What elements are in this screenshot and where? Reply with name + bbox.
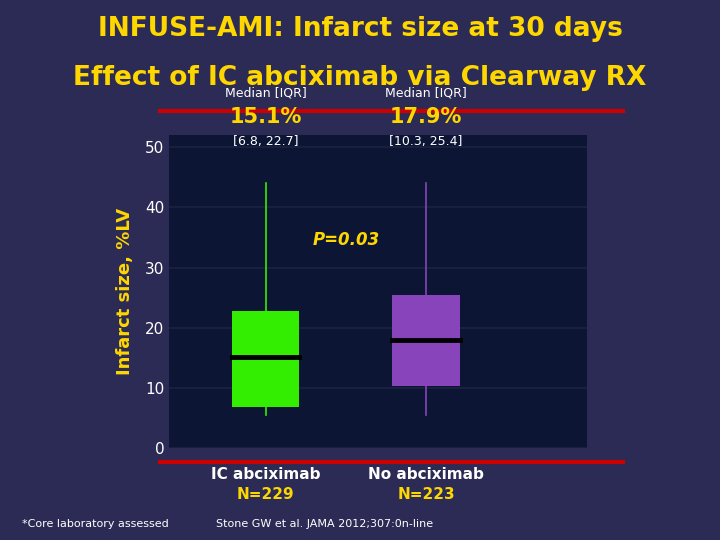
Text: [10.3, 25.4]: [10.3, 25.4]	[390, 136, 463, 148]
Text: *Core laboratory assessed: *Core laboratory assessed	[22, 519, 168, 529]
Text: [6.8, 22.7]: [6.8, 22.7]	[233, 136, 298, 148]
Text: Stone GW et al. JAMA 2012;307:0n-line: Stone GW et al. JAMA 2012;307:0n-line	[216, 519, 433, 529]
Text: IC abciximab: IC abciximab	[211, 467, 320, 482]
Text: Median [IQR]: Median [IQR]	[225, 87, 307, 100]
Text: INFUSE-AMI: Infarct size at 30 days: INFUSE-AMI: Infarct size at 30 days	[98, 16, 622, 42]
Text: P=0.03: P=0.03	[312, 232, 379, 249]
Text: N=223: N=223	[397, 487, 455, 502]
Text: Median [IQR]: Median [IQR]	[385, 87, 467, 100]
Y-axis label: Infarct size, %LV: Infarct size, %LV	[116, 208, 134, 375]
Bar	[392, 295, 460, 386]
Bar	[232, 312, 300, 407]
Text: 15.1%: 15.1%	[230, 107, 302, 127]
Text: N=229: N=229	[237, 487, 294, 502]
Text: 17.9%: 17.9%	[390, 107, 462, 127]
Text: Effect of IC abciximab via Clearway RX: Effect of IC abciximab via Clearway RX	[73, 65, 647, 91]
Text: No abciximab: No abciximab	[368, 467, 484, 482]
